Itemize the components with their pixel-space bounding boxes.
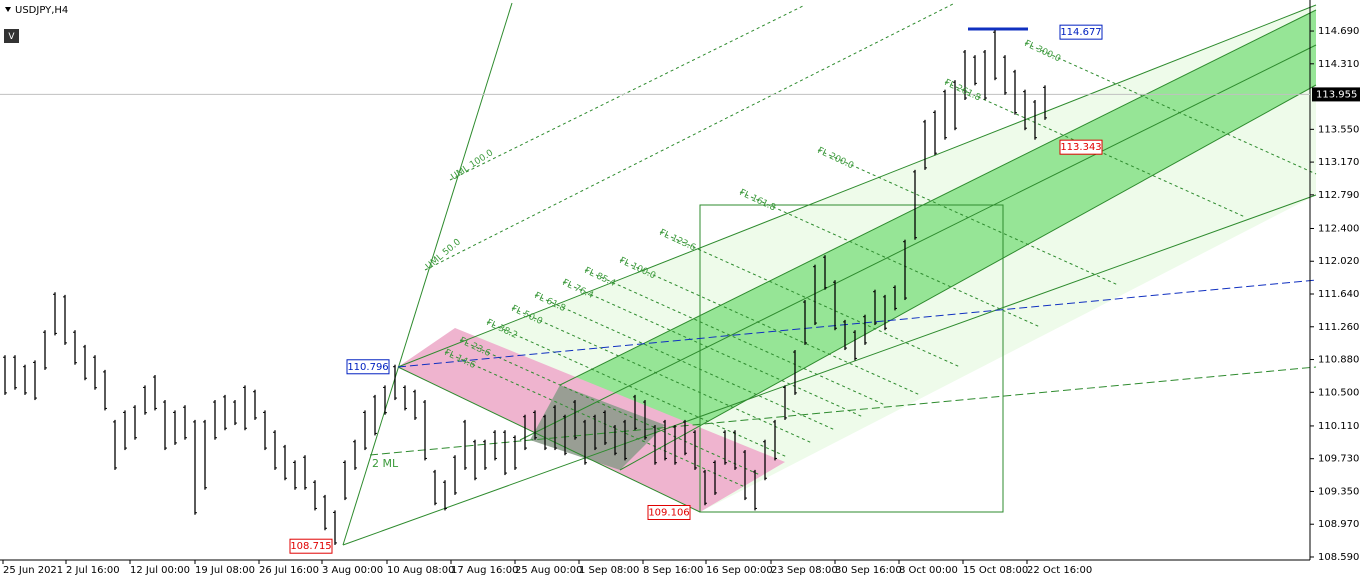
fork-median [519, 44, 1317, 441]
fib-line [1024, 42, 1317, 175]
fib-line [486, 321, 788, 458]
y-tick-label: 112.400 [1318, 223, 1359, 234]
fib-line [511, 307, 813, 444]
price-label: 110.796 [347, 362, 388, 373]
y-tick-label: 111.260 [1318, 322, 1359, 333]
y-tick-label: 111.640 [1318, 289, 1359, 300]
fork-line [397, 4, 1317, 368]
price-label-box [346, 359, 390, 375]
line-label: 2 ML [372, 457, 399, 470]
price-label-box [1059, 24, 1103, 40]
blue-dashed-line [397, 279, 1317, 368]
x-tick-label: 8 Sep 16:00 [643, 565, 703, 576]
y-tick-label: 110.880 [1318, 355, 1359, 366]
fib-line [584, 269, 886, 406]
y-tick-label: 109.730 [1318, 454, 1359, 465]
dashed-lines [369, 2, 1317, 456]
button[interactable] [4, 29, 19, 43]
fib-line [619, 259, 921, 396]
fork-line [397, 366, 701, 513]
current-price-label: 113.955 [1316, 89, 1357, 100]
fork-line [342, 194, 1317, 546]
x-tick-label: 26 Jul 16:00 [259, 565, 319, 576]
y-tick-label: 110.110 [1318, 421, 1359, 432]
fib-lines [444, 42, 1317, 488]
price-label: 114.677 [1060, 27, 1101, 38]
x-tick-label: 3 Aug 00:00 [322, 565, 383, 576]
pitchfork [342, 2, 1317, 546]
box [699, 204, 1004, 513]
current-price-box [1312, 87, 1360, 102]
x-tick-label: 2 Jul 16:00 [66, 565, 120, 576]
fib-line [659, 231, 961, 368]
dashed-line [424, 2, 956, 271]
y-tick-label: 108.970 [1318, 519, 1359, 530]
fork-line [619, 84, 1317, 471]
fib-line [817, 149, 1119, 286]
menu-arrow[interactable] [5, 7, 11, 12]
x-tick-label: 25 Aug 00:00 [515, 565, 582, 576]
x-tick-label: 19 Jul 08:00 [195, 565, 255, 576]
y-tick-label: 113.170 [1318, 157, 1359, 168]
fib-line [459, 339, 761, 476]
x-tick-label: 17 Aug 16:00 [451, 565, 518, 576]
x-tick-label: 1 Sep 08:00 [579, 565, 639, 576]
symbol-title: USDJPY,H4 [15, 5, 68, 16]
price-label: 109.106 [648, 507, 689, 518]
channel-band [560, 10, 1316, 470]
y-tick-label: 114.690 [1318, 26, 1359, 37]
y-tick-label: 114.310 [1318, 59, 1359, 70]
price-label: 108.715 [290, 541, 331, 552]
x-tick-label: 16 Sep 00:00 [706, 565, 773, 576]
y-tick-label: 112.790 [1318, 190, 1359, 201]
y-tick-label: 110.500 [1318, 387, 1359, 398]
x-tick-label: 30 Sep 16:00 [835, 565, 902, 576]
y-tick-label: 113.550 [1318, 124, 1359, 135]
fib-line [739, 191, 1041, 328]
price-label: 113.343 [1060, 142, 1101, 153]
overlap-zone [530, 385, 665, 470]
dashed-line [369, 366, 1317, 456]
button-label[interactable]: V [8, 32, 15, 42]
price-label-box [647, 504, 691, 520]
fib-line [562, 281, 864, 418]
fib-line [534, 294, 836, 431]
y-tick-label: 108.590 [1318, 552, 1359, 563]
price-label-box [1059, 139, 1103, 155]
x-tick-label: 22 Oct 16:00 [1027, 565, 1092, 576]
y-tick-label: 112.020 [1318, 256, 1359, 267]
fork-line [559, 9, 1317, 386]
x-tick-label: 23 Sep 08:00 [771, 565, 838, 576]
price-label-box [289, 538, 333, 554]
x-tick-label: 10 Aug 08:00 [387, 565, 454, 576]
y-tick-label: 109.350 [1318, 486, 1359, 497]
x-tick-label: 25 Jun 2021 [3, 565, 63, 576]
x-tick-label: 12 Jul 00:00 [130, 565, 190, 576]
x-tick-label: 8 Oct 00:00 [899, 565, 958, 576]
x-tick-label: 15 Oct 08:00 [963, 565, 1028, 576]
